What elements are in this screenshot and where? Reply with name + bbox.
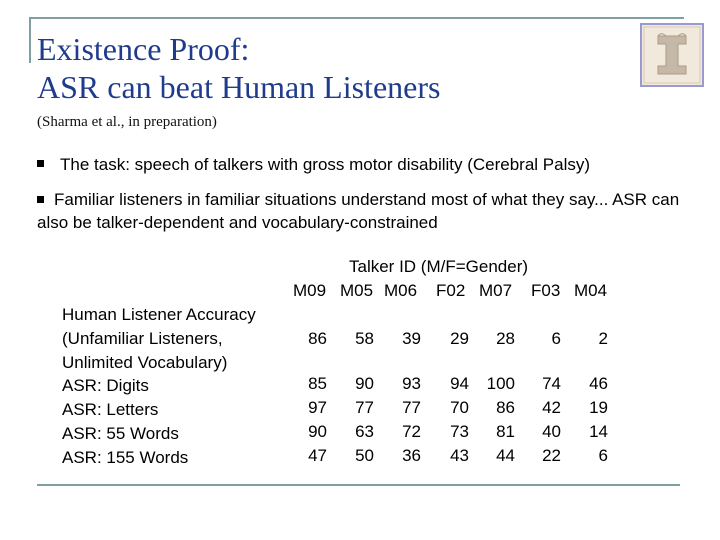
bottom-rule xyxy=(37,484,680,486)
table-cell: 77 xyxy=(355,398,374,417)
university-logo xyxy=(640,23,704,87)
column-header-m06: M06 xyxy=(384,281,418,300)
row-label-human-listener-line-2: (Unfamiliar Listeners, xyxy=(62,329,223,348)
table-cell: 44 xyxy=(496,446,515,465)
title-line-1: Existence Proof: xyxy=(37,31,250,67)
column-header-f02: F02 xyxy=(436,281,466,300)
table-cell: 43 xyxy=(450,446,469,465)
table-cell: 90 xyxy=(355,374,374,393)
top-frame-rule xyxy=(29,17,684,19)
title-line-2: ASR can beat Human Listeners xyxy=(37,69,441,105)
table-cell: 85 xyxy=(308,374,327,393)
left-frame-rule xyxy=(29,17,31,63)
table-cell: 97 xyxy=(308,398,327,417)
table-cell: 50 xyxy=(355,446,374,465)
row-label-human-listener-line-3: Unlimited Vocabulary) xyxy=(62,353,228,372)
bullet-task: The task: speech of talkers with gross m… xyxy=(60,155,591,174)
column-header-m09: M09 xyxy=(293,281,327,300)
table-cell: 19 xyxy=(589,398,608,417)
table-cell: 86 xyxy=(308,329,327,348)
table-cell: 6 xyxy=(551,329,561,348)
table-cell: 40 xyxy=(542,422,561,441)
table-cell: 63 xyxy=(355,422,374,441)
row-label-asr-letters: ASR: Letters xyxy=(62,400,159,419)
bullet-square-icon xyxy=(37,160,44,167)
table-cell: 36 xyxy=(402,446,421,465)
table-cell: 47 xyxy=(308,446,327,465)
table-cell: 90 xyxy=(308,422,327,441)
column-header-m07: M07 xyxy=(479,281,513,300)
table-cell: 70 xyxy=(450,398,469,417)
bullet-familiar-listeners: Familiar listeners in familiar situation… xyxy=(37,190,680,232)
table-cell: 77 xyxy=(402,398,421,417)
table-cell: 58 xyxy=(355,329,374,348)
column-header-f03: F03 xyxy=(531,281,561,300)
citation-subtitle: (Sharma et al., in preparation) xyxy=(37,114,217,130)
table-cell: 29 xyxy=(450,329,469,348)
table-cell: 46 xyxy=(589,374,608,393)
table-cell: 14 xyxy=(589,422,608,441)
table-cell: 73 xyxy=(450,422,469,441)
table-cell: 86 xyxy=(496,398,515,417)
table-cell: 28 xyxy=(496,329,515,348)
bullet-square-icon xyxy=(37,196,44,203)
row-label-asr-55-words: ASR: 55 Words xyxy=(62,424,179,443)
table-cell: 93 xyxy=(402,374,421,393)
university-block-i-logo-icon xyxy=(643,26,701,84)
table-cell: 74 xyxy=(542,374,561,393)
table-cell: 100 xyxy=(486,374,515,393)
table-cell: 39 xyxy=(402,329,421,348)
table-cell: 22 xyxy=(542,446,561,465)
column-header-m04: M04 xyxy=(574,281,608,300)
table-cell: 81 xyxy=(496,422,515,441)
table-cell: 6 xyxy=(598,446,608,465)
table-header: Talker ID (M/F=Gender) xyxy=(349,257,529,276)
row-label-asr-155-words: ASR: 155 Words xyxy=(62,448,189,467)
row-label-human-listener-line-1: Human Listener Accuracy xyxy=(62,305,256,324)
table-cell: 94 xyxy=(450,374,469,393)
slide-title: Existence Proof: ASR can beat Human List… xyxy=(37,30,597,106)
table-cell: 42 xyxy=(542,398,561,417)
row-label-asr-digits: ASR: Digits xyxy=(62,376,149,395)
table-cell: 2 xyxy=(598,329,608,348)
column-header-m05: M05 xyxy=(340,281,374,300)
table-cell: 72 xyxy=(402,422,421,441)
